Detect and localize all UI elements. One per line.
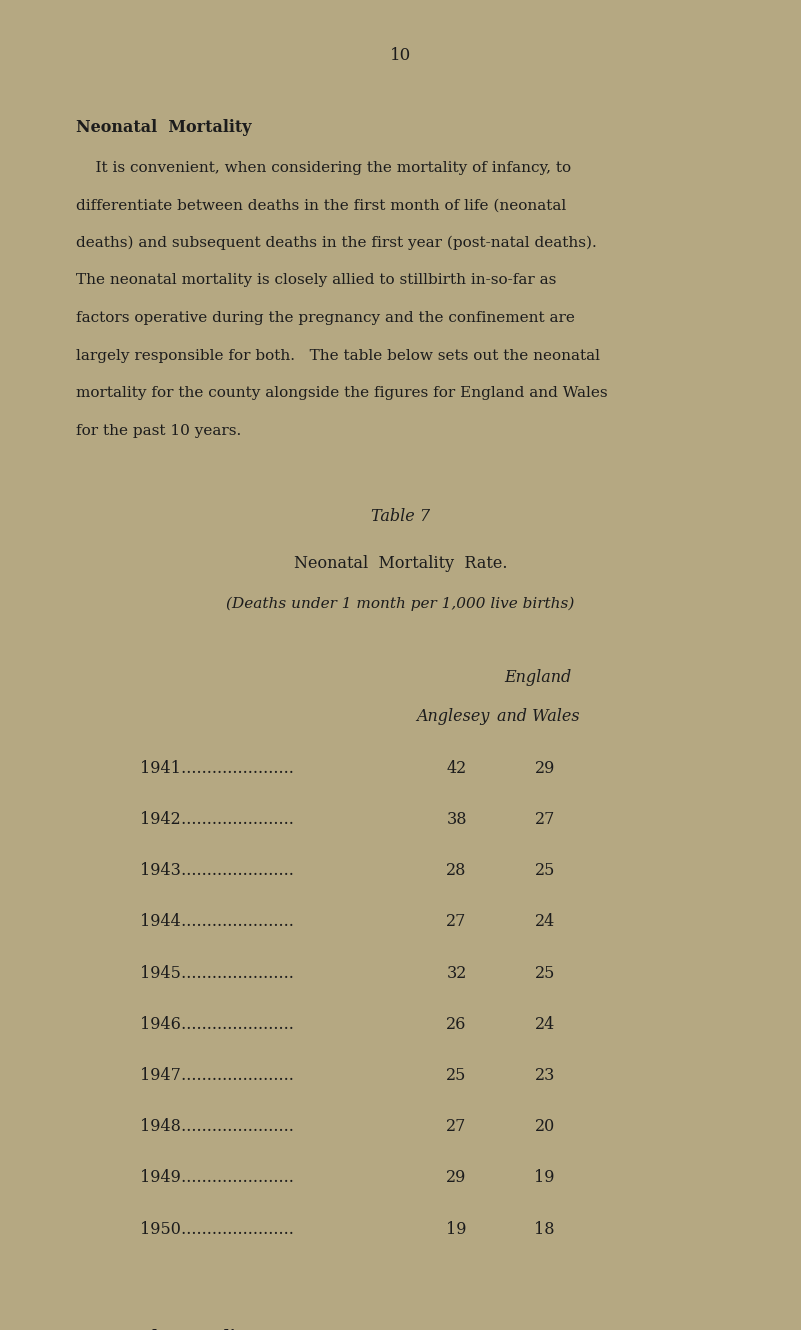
Text: 28: 28	[446, 862, 467, 879]
Text: 1945: 1945	[140, 964, 181, 982]
Text: 10: 10	[390, 47, 411, 64]
Text: 1941: 1941	[140, 759, 181, 777]
Text: ......................: ......................	[176, 1016, 294, 1033]
Text: Neonatal  Mortality: Neonatal Mortality	[76, 120, 252, 136]
Text: for the past 10 years.: for the past 10 years.	[76, 424, 241, 438]
Text: ......................: ......................	[176, 811, 294, 829]
Text: deaths) and subsequent deaths in the first year (post-natal deaths).: deaths) and subsequent deaths in the fir…	[76, 235, 597, 250]
Text: 38: 38	[446, 811, 467, 829]
Text: 1943: 1943	[140, 862, 181, 879]
Text: ......................: ......................	[176, 862, 294, 879]
Text: 29: 29	[534, 759, 555, 777]
Text: England: England	[505, 669, 572, 686]
Text: mortality for the county alongside the figures for England and Wales: mortality for the county alongside the f…	[76, 386, 608, 400]
Text: 25: 25	[534, 964, 555, 982]
Text: 42: 42	[446, 759, 467, 777]
Text: Table 7: Table 7	[371, 508, 430, 525]
Text: 24: 24	[534, 914, 555, 931]
Text: ......................: ......................	[176, 1221, 294, 1238]
Text: differentiate between deaths in the first month of life (neonatal: differentiate between deaths in the firs…	[76, 198, 566, 213]
Text: 20: 20	[534, 1119, 555, 1136]
Text: largely responsible for both.   The table below sets out the neonatal: largely responsible for both. The table …	[76, 348, 600, 363]
Text: 1942: 1942	[140, 811, 181, 829]
Text: 1946: 1946	[140, 1016, 181, 1033]
Text: 25: 25	[446, 1067, 467, 1084]
Text: 27: 27	[534, 811, 555, 829]
Text: ......................: ......................	[176, 1119, 294, 1136]
Text: 24: 24	[534, 1016, 555, 1033]
Text: (Deaths under 1 month per 1,000 live births): (Deaths under 1 month per 1,000 live bir…	[227, 596, 574, 610]
Text: factors operative during the pregnancy and the confinement are: factors operative during the pregnancy a…	[76, 311, 575, 325]
Text: ......................: ......................	[176, 964, 294, 982]
Text: It is convenient, when considering the mortality of infancy, to: It is convenient, when considering the m…	[76, 161, 571, 174]
Text: 27: 27	[446, 914, 467, 931]
Text: Anglesey: Anglesey	[416, 708, 489, 725]
Text: ......................: ......................	[176, 1169, 294, 1186]
Text: 19: 19	[534, 1169, 555, 1186]
Text: 1944: 1944	[140, 914, 181, 931]
Text: 1947: 1947	[140, 1067, 181, 1084]
Text: 29: 29	[446, 1169, 467, 1186]
Text: 1949: 1949	[140, 1169, 181, 1186]
Text: 32: 32	[446, 964, 467, 982]
Text: 1950: 1950	[140, 1221, 181, 1238]
Text: ......................: ......................	[176, 914, 294, 931]
Text: 1948: 1948	[140, 1119, 181, 1136]
Text: The neonatal mortality is closely allied to stillbirth in-so-far as: The neonatal mortality is closely allied…	[76, 274, 557, 287]
Text: 19: 19	[446, 1221, 467, 1238]
Text: ......................: ......................	[176, 759, 294, 777]
Text: 27: 27	[446, 1119, 467, 1136]
Text: 23: 23	[534, 1067, 555, 1084]
Text: ......................: ......................	[176, 1067, 294, 1084]
Text: Neonatal  Mortality  Rate.: Neonatal Mortality Rate.	[294, 555, 507, 572]
Text: 26: 26	[446, 1016, 467, 1033]
Text: and Wales: and Wales	[497, 708, 580, 725]
Text: 25: 25	[534, 862, 555, 879]
Text: 18: 18	[534, 1221, 555, 1238]
